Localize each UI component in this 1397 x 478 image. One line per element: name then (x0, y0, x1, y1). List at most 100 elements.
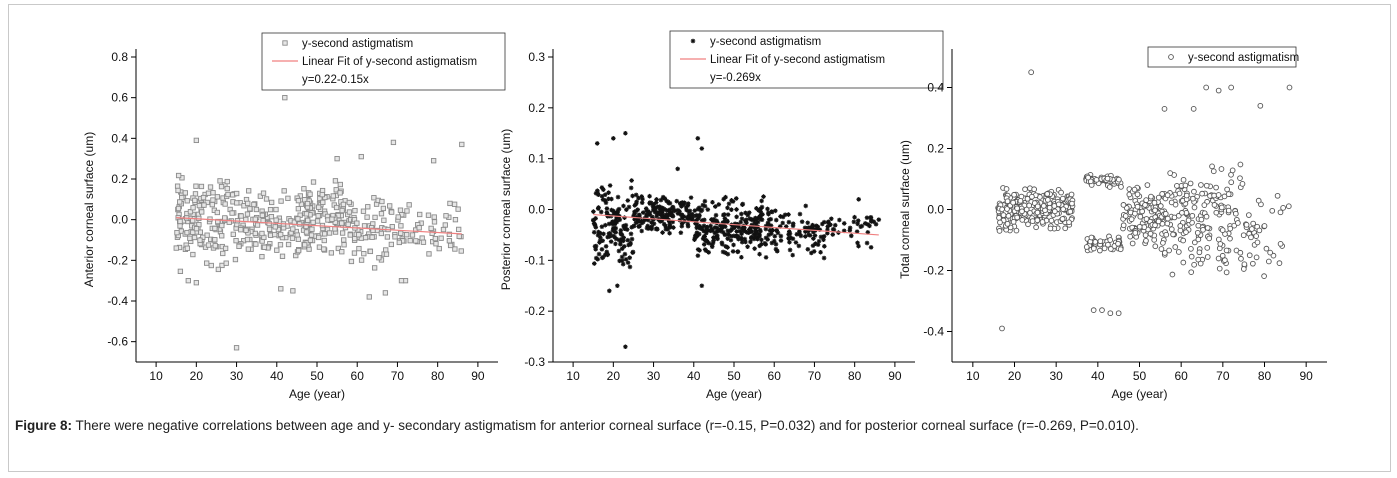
data-point (173, 245, 179, 251)
data-point (746, 210, 752, 215)
data-point (215, 218, 221, 225)
data-point (597, 238, 603, 244)
data-point (269, 199, 275, 206)
data-point (310, 179, 317, 185)
data-point (695, 136, 701, 141)
data-point (1155, 218, 1162, 225)
data-point (1228, 179, 1235, 186)
data-point (730, 249, 736, 254)
y-tick-label: 0.0 (111, 213, 128, 227)
data-point (723, 250, 728, 256)
data-point (752, 234, 758, 240)
data-point (810, 243, 816, 248)
data-point (649, 226, 654, 232)
data-point (341, 237, 347, 243)
data-point (723, 194, 728, 200)
data-point (1164, 215, 1171, 222)
data-point (603, 198, 608, 203)
data-points (173, 95, 465, 351)
data-point (625, 198, 631, 203)
data-point (743, 210, 748, 216)
x-tick-label: 20 (1008, 369, 1022, 383)
data-point (679, 212, 684, 218)
data-point (175, 172, 182, 179)
data-point (716, 202, 722, 207)
data-point (711, 216, 717, 222)
data-point (686, 209, 692, 215)
chart-3: 10 20 30 40 50 60 70 80 90 -0.4 -0.2 0.0 0.2 0.4 Age (… (898, 46, 1327, 401)
data-point (751, 232, 757, 237)
data-point (607, 183, 613, 188)
data-point (763, 226, 769, 232)
data-point (339, 207, 345, 214)
data-point (739, 211, 744, 217)
data-point (192, 197, 198, 204)
legend: y-second astigmatism Linear Fit of y-seco… (669, 30, 944, 89)
data-point (329, 216, 335, 222)
data-point (738, 235, 744, 241)
data-point (805, 220, 811, 226)
data-point (657, 208, 663, 214)
legend-marker (1168, 54, 1174, 60)
data-point (794, 231, 800, 237)
data-point (381, 217, 387, 223)
data-point (675, 211, 681, 216)
data-point (205, 190, 212, 196)
legend-label: Linear Fit of y-second astigmatism (710, 54, 885, 66)
data-point (224, 178, 230, 185)
data-point (693, 218, 698, 224)
data-point (1169, 271, 1176, 278)
y-tick-label: -0.2 (524, 304, 545, 318)
data-point (1219, 252, 1226, 259)
data-point (1029, 218, 1036, 224)
data-point (301, 197, 308, 203)
x-tick-label: 70 (1216, 369, 1230, 383)
data-point (229, 210, 235, 216)
data-point (1218, 204, 1225, 211)
x-tick-label: 10 (149, 369, 163, 383)
data-point (619, 254, 625, 260)
data-point (354, 220, 360, 226)
data-point (387, 203, 393, 209)
data-point (591, 218, 596, 223)
data-point (1044, 191, 1051, 197)
data-point (847, 228, 853, 233)
x-tick-label: 60 (1174, 369, 1188, 383)
data-point (1107, 310, 1114, 317)
data-point (709, 244, 715, 250)
data-point (223, 260, 229, 266)
data-point (429, 230, 435, 236)
x-tick-label: 10 (966, 369, 980, 383)
data-point (683, 204, 689, 210)
data-point (1152, 207, 1158, 214)
data-point (1285, 203, 1292, 210)
data-point (667, 230, 672, 236)
data-point (820, 221, 825, 227)
data-point (635, 207, 641, 213)
data-point (234, 200, 240, 206)
data-point (289, 235, 296, 241)
data-point (631, 223, 637, 229)
data-point (825, 227, 830, 233)
data-point (600, 238, 605, 244)
data-point (428, 225, 434, 232)
data-point (774, 248, 780, 254)
data-point (634, 199, 639, 205)
data-point (337, 181, 343, 188)
data-point (1104, 175, 1111, 182)
data-point (625, 237, 631, 243)
x-tick-label: 30 (230, 369, 244, 383)
data-point (698, 226, 704, 231)
data-point (780, 214, 786, 220)
data-point (592, 222, 598, 228)
data-point (1132, 230, 1139, 236)
x-tick-label: 40 (270, 369, 284, 383)
data-point (664, 198, 669, 204)
data-point (598, 235, 603, 240)
data-point (1191, 239, 1198, 246)
data-point (1195, 256, 1202, 263)
data-point (1203, 84, 1210, 91)
x-tick-label: 90 (471, 369, 485, 383)
data-point (720, 229, 726, 235)
data-point (670, 213, 675, 218)
